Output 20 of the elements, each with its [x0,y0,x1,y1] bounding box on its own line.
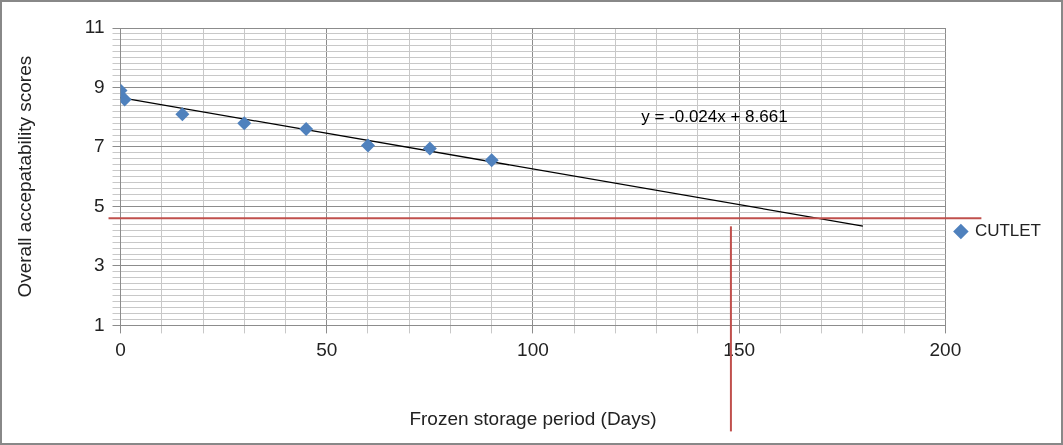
y-tick-label: 5 [93,194,105,216]
point [360,138,375,153]
x-tick-label: 200 [929,339,962,361]
point [484,153,499,168]
x-tick-label: 0 [115,339,126,361]
y-tick-label: 11 [84,16,105,38]
annotation: y = -0.024x + 8.661 [641,106,788,126]
y-tick-label: 7 [93,135,105,157]
x-tick-label: 100 [517,339,549,361]
point [299,122,314,137]
x-tick-label: 50 [316,339,338,361]
point [175,107,190,122]
y-tick-label: 1 [93,313,105,335]
point [237,116,252,131]
x-axis-title: Frozen storage period (Days) [409,407,657,429]
legend-label: CUTLET [974,221,1042,241]
point [422,141,437,156]
y-tick-label: 9 [93,75,105,97]
y-tick-label: 3 [93,254,105,276]
y-axis-title: Overall accepatability scores [13,55,35,298]
